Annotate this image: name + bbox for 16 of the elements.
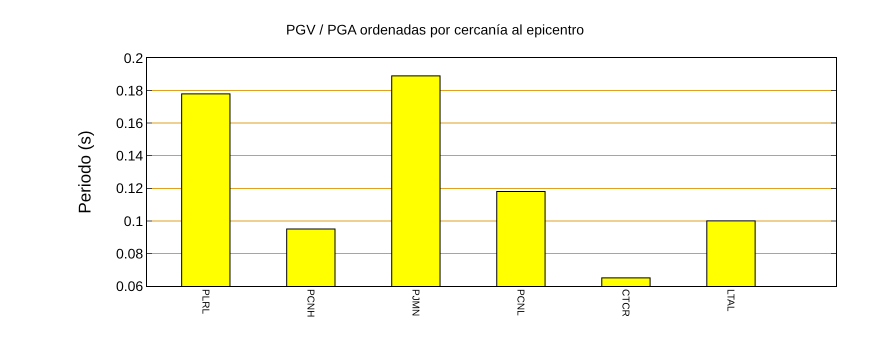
x-tick-label: PJMN bbox=[410, 289, 421, 316]
y-tick-label: 0.12 bbox=[116, 180, 144, 196]
x-tick-label: CTCR bbox=[620, 289, 631, 317]
chart-title: PGV / PGA ordenadas por cercanía al epicentro bbox=[286, 21, 584, 38]
y-tick-label: 0.1 bbox=[124, 212, 144, 229]
y-tick-label: 0.16 bbox=[116, 115, 144, 132]
y-axis-title: Periodo (s) bbox=[76, 130, 94, 214]
y-tick-label: 0.08 bbox=[116, 245, 144, 262]
x-tick-label: LTAL bbox=[724, 289, 736, 312]
y-tick-label: 0.2 bbox=[124, 50, 144, 66]
y-tick-label: 0.18 bbox=[116, 82, 144, 98]
y-tick-label: 0.06 bbox=[116, 278, 144, 294]
x-tick-label: PCNH bbox=[304, 289, 316, 318]
x-tick-label: PCNL bbox=[514, 289, 526, 316]
y-tick-label: 0.14 bbox=[116, 148, 144, 164]
x-tick-label: PLRL bbox=[200, 289, 211, 314]
